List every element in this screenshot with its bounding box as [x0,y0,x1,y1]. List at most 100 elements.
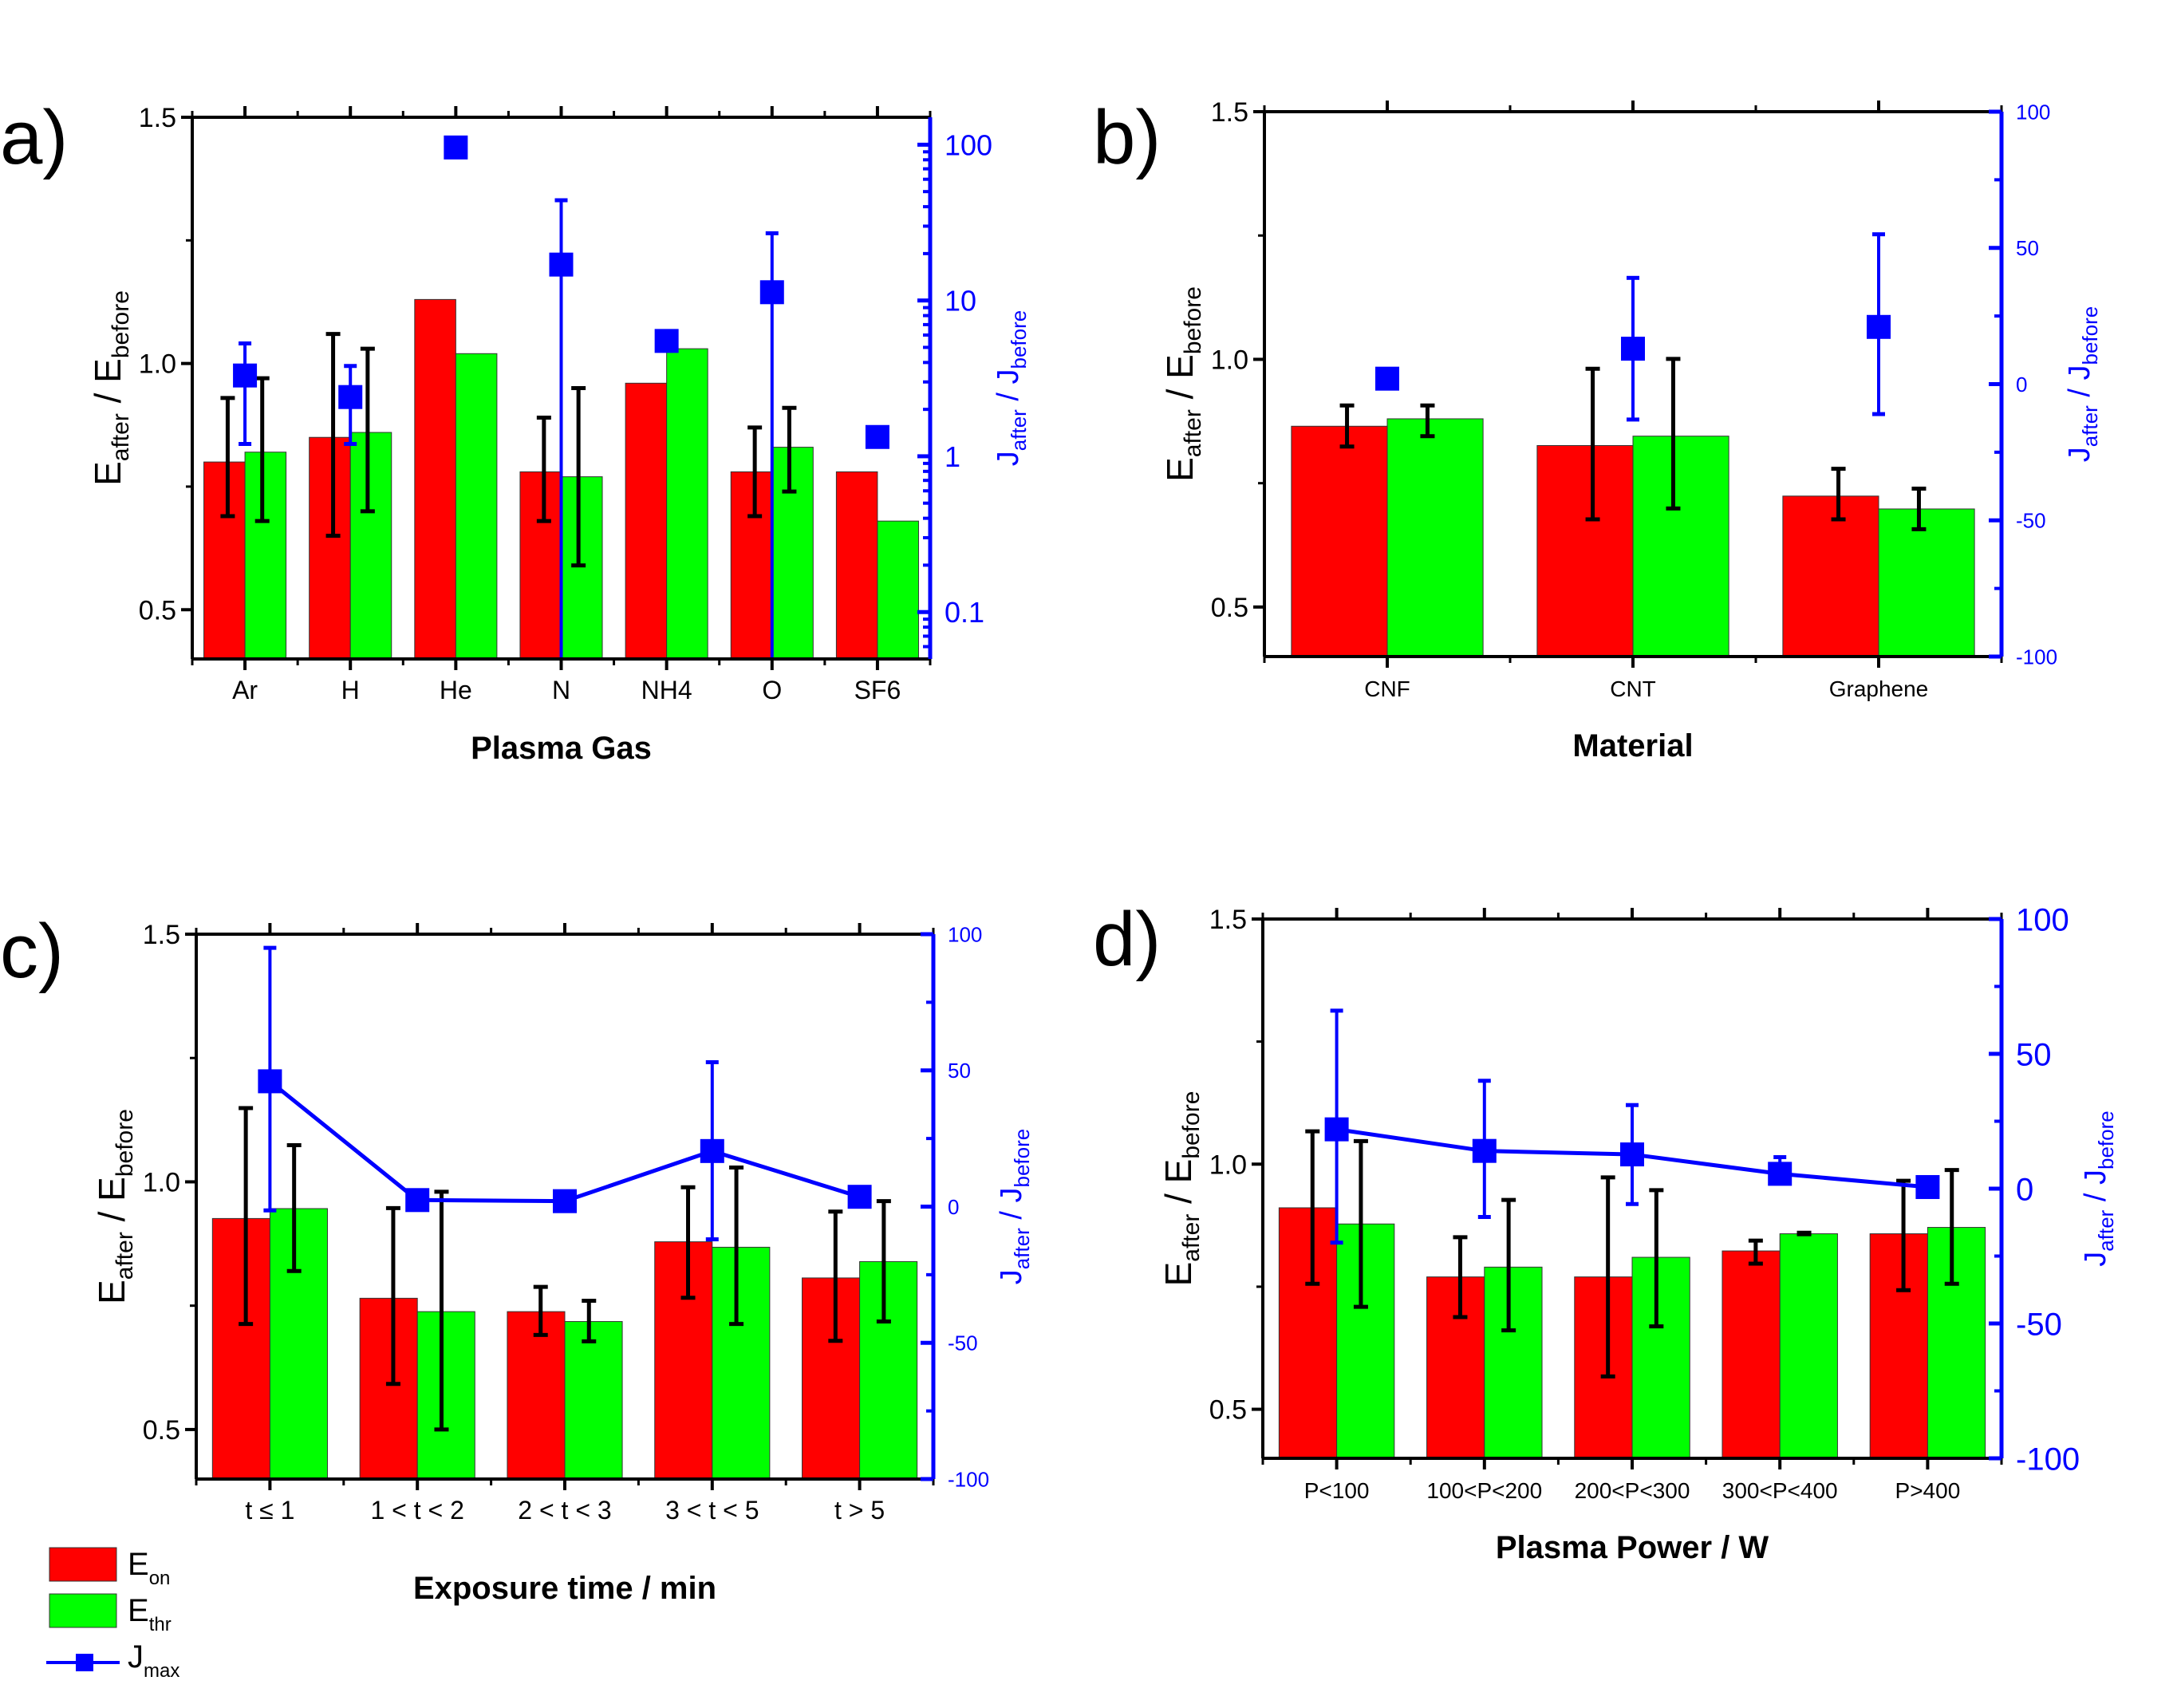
y-label-part: E [1159,354,1201,379]
y2-tick-label: -50 [948,1331,978,1355]
y2-label-part: J [995,1188,1028,1203]
bar-e-thr [1632,436,1729,657]
y-label-part: / [1159,379,1201,409]
bar-e-on [519,471,562,660]
y2-label-part: / [995,1203,1028,1229]
panel-label: a) [0,95,68,180]
x-tick-label: N [552,676,570,704]
y-label-part: / [91,1201,132,1232]
x-tick-label: H [341,676,360,704]
y-label-part: / [87,383,128,413]
x-axis-label: Exposure time / min [413,1571,716,1606]
bar-e-on [1426,1276,1485,1459]
y2-tick-label: 50 [948,1059,971,1083]
jmax-marker [1472,1138,1497,1163]
y-label-subscript: before [108,290,134,358]
bar-e-on [1278,1207,1338,1459]
y2-label-part: J [2079,1170,2112,1185]
bar-e-thr [1779,1233,1838,1459]
x-tick-label: 2 < t < 3 [518,1496,611,1525]
y-label-subscript: after [1178,1214,1205,1262]
y-tick-label: 1.0 [1209,1150,1247,1180]
bar-e-on [414,298,456,660]
legend-marker-max [76,1654,93,1671]
y2-label-subscript: after [2078,405,2102,447]
legend-swatch-on [49,1547,117,1582]
y-label-subscript: before [1178,1091,1205,1159]
bar-e-thr [455,353,498,660]
x-tick-label: t > 5 [834,1496,885,1525]
y2-axis-label: Jafter / Jbefore [2063,306,2102,462]
x-tick-label: CNT [1610,676,1656,701]
legend-label-max: Jmax [128,1639,179,1682]
y2-label-part: / [2079,1185,2112,1210]
jmax-marker [865,424,889,449]
y2-tick-label: -100 [2016,645,2057,669]
jmax-marker [258,1069,282,1094]
y2-tick-label: 50 [2016,1037,2052,1072]
legend-label-subscript: max [144,1660,179,1682]
x-tick-label: P>400 [1895,1478,1961,1503]
jmax-marker [1375,366,1399,391]
x-tick-label: 100<P<200 [1426,1478,1542,1503]
y2-tick-label: 1 [945,440,960,473]
x-tick-label: He [440,676,472,704]
bar-e-thr [1878,508,1975,657]
x-axis-label: Plasma Power / W [1496,1530,1769,1565]
y-tick-label: 0.5 [1211,593,1248,623]
y2-tick-label: 0 [2016,1172,2033,1207]
y2-label-subscript: before [2094,1110,2118,1170]
y-label-part: E [87,461,128,486]
x-tick-label: 1 < t < 2 [370,1496,463,1525]
jmax-line [268,1079,861,1204]
bar-e-thr [712,1246,771,1480]
bar-e-thr [877,520,919,660]
y-label-part: E [91,1177,132,1201]
y-label-part: E [1158,1159,1199,1184]
jmax-marker [1324,1117,1349,1142]
bar-e-on [625,382,668,660]
bar-e-on [1782,495,1879,657]
y-tick-label: 1.5 [139,103,176,133]
bar-e-thr [771,447,814,660]
bar-e-on [835,471,878,660]
x-tick-label: SF6 [854,676,901,704]
bar-e-thr [1484,1266,1543,1459]
jmax-marker [1915,1174,1940,1199]
jmax-marker [233,363,258,388]
jmax-marker [1768,1162,1793,1186]
bar-e-on [1536,444,1634,657]
bar-e-thr [859,1260,918,1480]
y2-axis-label: Jafter / Jbefore [992,310,1031,466]
bar-e-thr [1386,418,1484,657]
bar-e-on [802,1277,861,1480]
x-tick-label: CNF [1364,676,1410,701]
bar-e-thr [416,1311,475,1480]
y-label-part: E [91,1280,132,1304]
y2-axis-label: Jafter / Jbefore [995,1129,1034,1284]
y2-tick-label: -100 [948,1467,989,1491]
legend-label-main: E [128,1547,149,1582]
bar-e-on [203,461,246,660]
y2-tick-label: 100 [2016,902,2069,937]
y-tick-label: 0.5 [139,595,176,625]
panel-b: b) CNF CNT Graphene 0.5 1.0 1.5 -100 -50 0 50 100 Ma… [1093,95,2102,763]
bar-e-thr [1631,1256,1690,1459]
y2-tick-label: 100 [2016,100,2050,124]
jmax-marker [444,135,468,160]
y-tick-label: 0.5 [143,1415,180,1446]
bar-e-on [1574,1276,1633,1459]
y-tick-label: 1.0 [1211,345,1248,375]
y2-label-part: / [992,385,1025,410]
x-tick-label: NH4 [641,676,692,704]
panel-d: d) P<100 100<P<200 200<P<300 300<P<400 P>400 0… [1093,897,2118,1565]
panel-label: d) [1093,897,1161,982]
bar-e-thr [349,432,392,660]
y2-label-part: J [2079,1252,2112,1267]
panel-c: c) t ≤ 1 1 < t < 2 2 < t < 3 3 < t < 5 t > 5 0… [0,909,1034,1606]
jmax-marker [338,385,363,409]
y-tick-label: 1.5 [1211,97,1248,128]
y2-tick-label: 0 [2016,373,2027,396]
